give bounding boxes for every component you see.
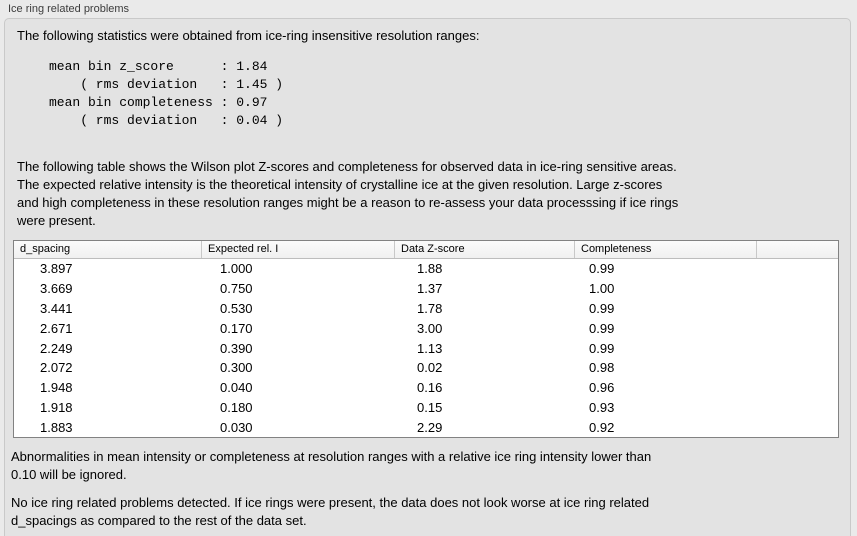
table-cell-empty (757, 319, 838, 339)
description-text: The following table shows the Wilson plo… (17, 159, 679, 228)
table-cell-empty (757, 339, 838, 359)
table-cell-d-spacing[interactable]: 3.897 (40, 261, 73, 276)
table-cell-expected-rel-i[interactable]: 0.030 (220, 420, 253, 436)
table-row[interactable]: 2.249 0.390 1.13 0.99 (14, 338, 838, 359)
table-cell-data-z-score[interactable]: 1.13 (417, 340, 443, 356)
conclusion-text: No ice ring related problems detected. I… (11, 495, 650, 528)
table-cell-data-z-score[interactable]: 0.02 (417, 360, 443, 376)
table-cell-expected-rel-i[interactable]: 0.170 (220, 320, 253, 336)
table-cell-empty (757, 299, 838, 319)
table-header: d_spacing Expected rel. I Data Z-score C… (14, 241, 838, 259)
table-cell-empty (757, 418, 838, 437)
panel-title: Ice ring related problems (8, 3, 130, 15)
table-cell-empty (757, 378, 838, 398)
column-header-completeness[interactable]: Completeness (575, 241, 757, 258)
column-header-d-spacing[interactable]: d_spacing (14, 241, 202, 258)
table-cell-expected-rel-i[interactable]: 0.300 (220, 360, 253, 376)
table-cell-completeness[interactable]: 0.96 (589, 380, 615, 396)
table-cell-completeness[interactable]: 0.99 (589, 300, 615, 316)
table-cell-empty (757, 279, 838, 299)
column-header-empty (757, 241, 838, 258)
table-cell-data-z-score[interactable]: 0.16 (417, 380, 443, 396)
table-row[interactable]: 3.897 1.000 1.88 0.99 (14, 259, 838, 279)
table-row[interactable]: 2.072 0.300 0.02 0.98 (14, 358, 838, 379)
table-cell-empty (757, 259, 838, 279)
table-body: 3.897 1.000 1.88 0.99 3.669 0.750 1.37 1.00 3.44… (14, 259, 838, 437)
table-cell-completeness[interactable]: 0.98 (589, 360, 615, 376)
table-cell-completeness[interactable]: 0.99 (589, 340, 615, 356)
table-row[interactable]: 3.441 0.530 1.78 0.99 (14, 298, 838, 319)
table-cell-empty (757, 398, 838, 418)
table-cell-completeness[interactable]: 1.00 (589, 280, 615, 296)
table-cell-completeness[interactable]: 0.92 (589, 420, 615, 436)
table-cell-data-z-score[interactable]: 2.29 (417, 420, 443, 436)
intro-text: The following statistics were obtained f… (17, 28, 480, 43)
table-cell-expected-rel-i[interactable]: 0.390 (220, 340, 253, 356)
table-row[interactable]: 1.918 0.180 0.15 0.93 (14, 398, 838, 419)
ignore-note: Abnormalities in mean intensity or compl… (11, 449, 652, 482)
table-cell-d-spacing[interactable]: 3.441 (40, 300, 73, 316)
column-header-data-z-score[interactable]: Data Z-score (395, 241, 575, 258)
table-cell-data-z-score[interactable]: 3.00 (417, 320, 443, 336)
table-cell-data-z-score[interactable]: 1.88 (417, 261, 443, 276)
table-cell-empty (757, 358, 838, 378)
table-cell-data-z-score[interactable]: 0.15 (417, 400, 443, 416)
table-row[interactable]: 2.671 0.170 3.00 0.99 (14, 318, 838, 339)
table-cell-d-spacing[interactable]: 2.072 (40, 360, 73, 376)
table-row[interactable]: 1.883 0.030 2.29 0.92 (14, 418, 838, 437)
table-cell-expected-rel-i[interactable]: 1.000 (220, 261, 253, 276)
stats-block: mean bin z_score : 1.84 ( rms deviation … (49, 59, 284, 128)
table-cell-d-spacing[interactable]: 3.669 (40, 280, 73, 296)
table-cell-d-spacing[interactable]: 1.918 (40, 400, 73, 416)
table-cell-d-spacing[interactable]: 2.671 (40, 320, 73, 336)
table-cell-expected-rel-i[interactable]: 0.040 (220, 380, 253, 396)
table-cell-data-z-score[interactable]: 1.78 (417, 300, 443, 316)
table-cell-completeness[interactable]: 0.99 (589, 261, 615, 276)
ice-ring-table[interactable]: d_spacing Expected rel. I Data Z-score C… (13, 240, 839, 438)
table-row[interactable]: 1.948 0.040 0.16 0.96 (14, 378, 838, 399)
table-row[interactable]: 3.669 0.750 1.37 1.00 (14, 278, 838, 299)
table-cell-completeness[interactable]: 0.99 (589, 320, 615, 336)
table-cell-expected-rel-i[interactable]: 0.530 (220, 300, 253, 316)
table-cell-expected-rel-i[interactable]: 0.750 (220, 280, 253, 296)
table-cell-d-spacing[interactable]: 1.883 (40, 420, 73, 436)
table-cell-data-z-score[interactable]: 1.37 (417, 280, 443, 296)
table-cell-d-spacing[interactable]: 2.249 (40, 340, 73, 356)
group-box: The following statistics were obtained f… (4, 18, 851, 536)
table-cell-expected-rel-i[interactable]: 0.180 (220, 400, 253, 416)
column-header-expected-rel-i[interactable]: Expected rel. I (202, 241, 395, 258)
table-cell-d-spacing[interactable]: 1.948 (40, 380, 73, 396)
table-cell-completeness[interactable]: 0.93 (589, 400, 615, 416)
